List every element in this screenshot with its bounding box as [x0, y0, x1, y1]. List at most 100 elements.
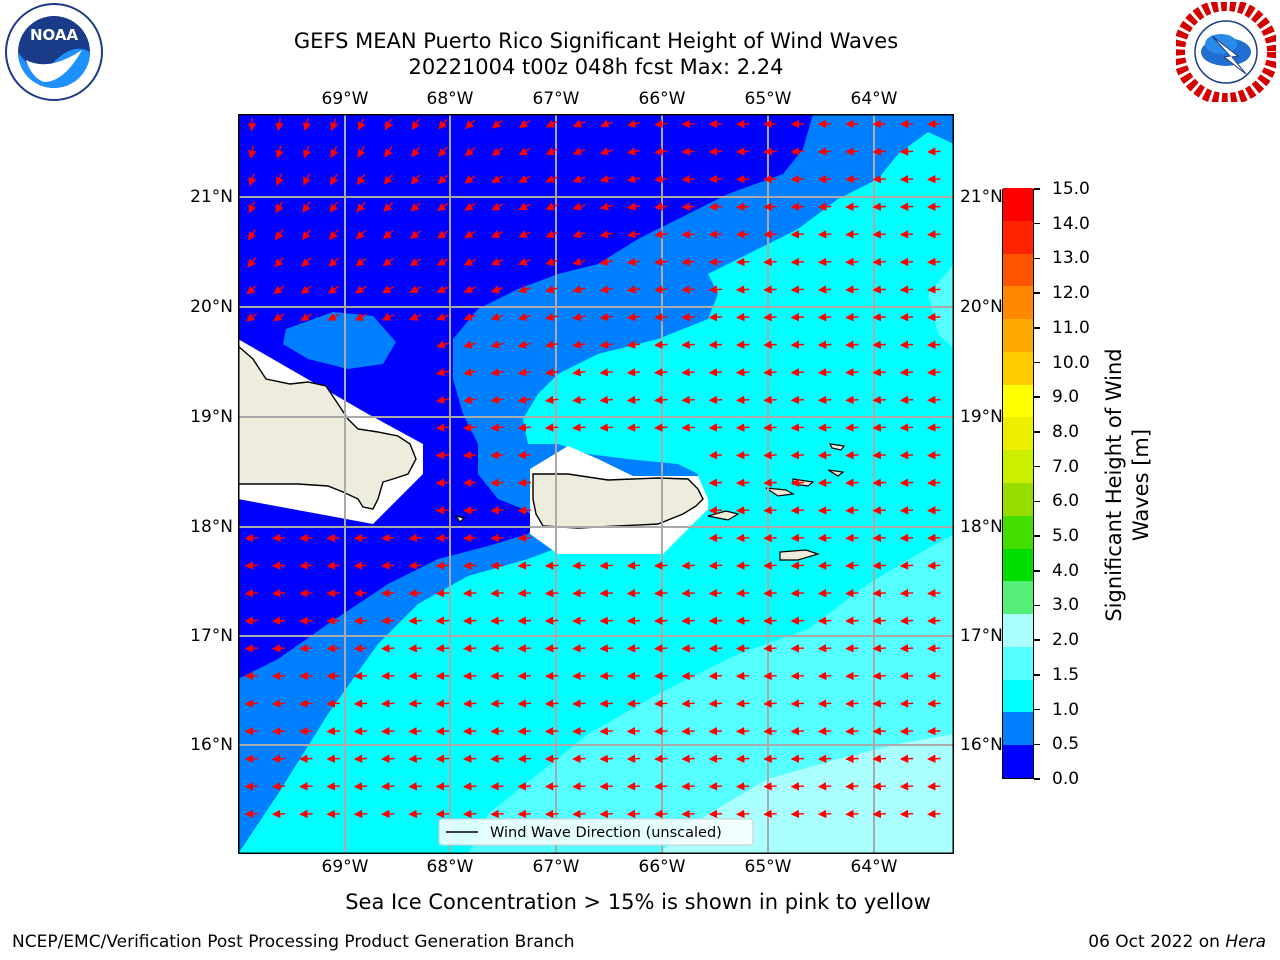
wave-direction-arrow — [491, 147, 504, 156]
wave-direction-arrow — [763, 644, 777, 653]
wave-direction-arrow — [572, 368, 586, 377]
wave-direction-arrow — [681, 726, 695, 736]
wave-direction-arrow — [872, 423, 886, 432]
wave-direction-arrow — [490, 423, 504, 432]
wave-direction-arrow — [490, 561, 504, 570]
wave-direction-arrow — [790, 395, 805, 405]
wave-direction-arrow — [790, 478, 805, 487]
wave-direction-arrow — [845, 699, 859, 708]
wave-direction-arrow — [872, 285, 886, 294]
noaa-logo-text: NOAA — [30, 26, 79, 44]
wave-direction-arrow — [383, 202, 394, 212]
colorbar — [1002, 187, 1034, 779]
wave-direction-arrow — [654, 754, 668, 763]
wave-direction-arrow — [708, 588, 723, 598]
wave-direction-arrow — [790, 368, 805, 377]
wave-direction-arrow — [845, 588, 859, 598]
colorbar-tick — [1034, 743, 1040, 746]
wave-direction-arrow — [274, 257, 284, 268]
wave-direction-arrow — [817, 726, 832, 736]
wave-direction-arrow — [463, 726, 477, 736]
wave-direction-arrow — [437, 146, 448, 157]
wave-direction-arrow — [328, 229, 339, 240]
wave-direction-arrow — [408, 782, 422, 791]
wave-direction-arrow — [927, 257, 941, 267]
wave-direction-arrow — [872, 147, 886, 156]
wave-direction-arrow — [817, 230, 832, 239]
wave-direction-arrow — [490, 395, 504, 405]
colorbar-tick-label: 11.0 — [1052, 317, 1090, 338]
colorbar-tick — [1034, 639, 1040, 641]
lon-label-top: 69°W — [321, 89, 369, 109]
wave-direction-arrow — [517, 368, 532, 377]
colorbar-tick — [1034, 188, 1040, 190]
wave-direction-arrow — [463, 368, 477, 377]
wave-direction-arrow — [435, 368, 450, 377]
wave-direction-arrow — [490, 699, 504, 708]
wave-direction-arrow — [411, 118, 420, 131]
sea-ice-note: Sea Ice Concentration > 15% is shown in … — [345, 890, 931, 914]
wave-direction-arrow — [435, 588, 450, 598]
wave-direction-arrow — [626, 809, 641, 819]
wave-direction-arrow — [244, 809, 259, 819]
wave-direction-arrow — [708, 533, 723, 543]
colorbar-tick-label: 5.0 — [1052, 526, 1080, 547]
wave-direction-arrow — [330, 173, 339, 186]
wave-direction-arrow — [271, 671, 286, 681]
wave-direction-arrow — [490, 368, 504, 377]
wave-direction-arrow — [626, 423, 641, 432]
wave-direction-arrow — [408, 754, 422, 763]
wave-direction-arrow — [435, 506, 450, 515]
wave-direction-arrow — [382, 285, 395, 294]
wave-direction-arrow — [490, 285, 504, 294]
wave-direction-arrow — [736, 230, 750, 239]
wave-direction-arrow — [817, 202, 832, 211]
wave-direction-arrow — [599, 340, 613, 349]
credit-right: 06 Oct 2022 on Hera — [1088, 932, 1266, 952]
lon-label-top: 67°W — [532, 89, 580, 109]
wave-direction-arrow — [327, 285, 340, 294]
wave-direction-arrow — [491, 119, 503, 129]
wave-direction-arrow — [326, 782, 340, 791]
wave-direction-arrow — [763, 174, 777, 184]
lon-label-bottom: 68°W — [426, 857, 474, 877]
colorbar-tick — [1034, 500, 1040, 503]
wave-direction-arrow — [763, 726, 777, 736]
wave-direction-arrow — [599, 782, 613, 791]
colorbar-tick — [1034, 708, 1040, 711]
wave-direction-arrow — [436, 230, 449, 239]
wave-direction-arrow — [626, 588, 641, 598]
lon-label-bottom: 69°W — [321, 857, 369, 877]
wave-direction-arrow — [463, 782, 477, 791]
wave-direction-arrow — [410, 202, 421, 212]
wave-direction-arrow — [626, 699, 641, 708]
wave-direction-arrow — [845, 644, 859, 653]
wave-direction-arrow — [463, 340, 477, 349]
wave-direction-arrow — [736, 395, 750, 405]
wave-direction-arrow — [899, 533, 914, 543]
wave-direction-arrow — [435, 809, 450, 819]
wave-direction-arrow — [899, 644, 914, 653]
wave-direction-arrow — [517, 616, 532, 625]
wave-direction-arrow — [899, 699, 914, 708]
wave-direction-arrow — [899, 809, 914, 819]
wave-direction-arrow — [572, 699, 586, 708]
lon-label-top: 66°W — [638, 89, 686, 109]
wave-direction-arrow — [326, 561, 340, 570]
wave-direction-arrow — [927, 230, 941, 239]
colorbar-tick — [1034, 396, 1040, 398]
colorbar-tick — [1034, 361, 1040, 364]
wave-direction-arrow — [599, 147, 613, 156]
wave-direction-arrow — [626, 395, 641, 405]
wave-direction-arrow — [872, 174, 886, 184]
wave-direction-arrow — [763, 230, 777, 239]
colorbar-tick — [1034, 257, 1040, 260]
wave-direction-arrow — [790, 285, 805, 294]
wave-direction-arrow — [654, 699, 668, 708]
wave-direction-arrow — [544, 423, 559, 432]
wave-direction-arrow — [572, 561, 586, 570]
wave-direction-arrow — [927, 588, 941, 598]
wave-direction-arrow — [572, 671, 586, 681]
wave-direction-arrow — [899, 423, 914, 432]
wave-direction-arrow — [381, 671, 395, 681]
